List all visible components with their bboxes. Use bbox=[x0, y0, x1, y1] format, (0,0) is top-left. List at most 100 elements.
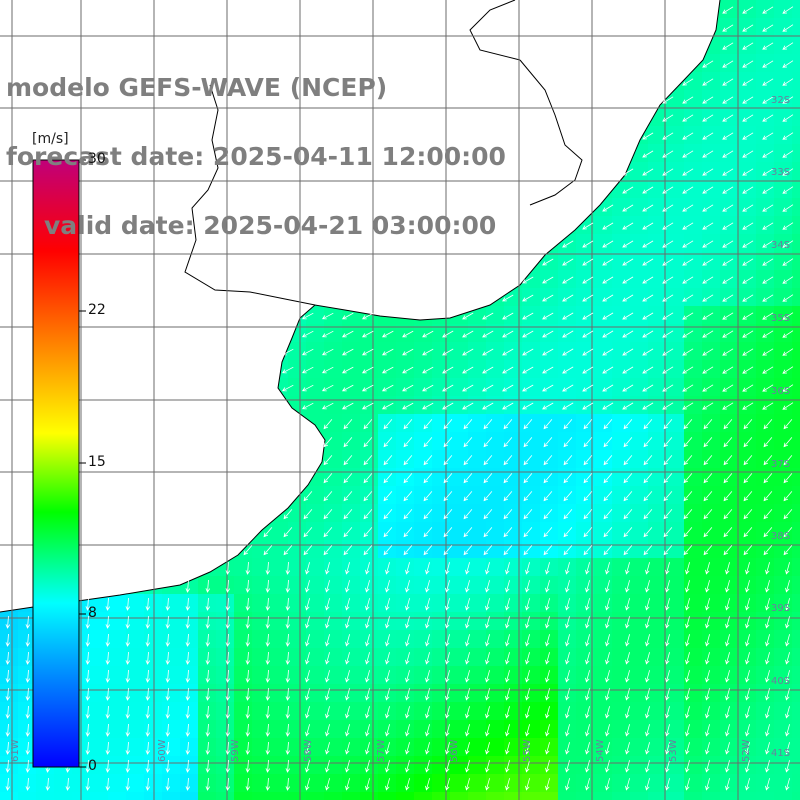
wind-arrow bbox=[465, 778, 470, 791]
wind-arrow bbox=[145, 597, 151, 611]
speed-cell bbox=[144, 612, 162, 630]
speed-cell bbox=[666, 396, 684, 414]
speed-cell bbox=[648, 396, 666, 414]
speed-cell bbox=[486, 522, 504, 540]
speed-cell bbox=[792, 414, 800, 432]
wind-arrow bbox=[602, 294, 614, 302]
wind-arrow bbox=[383, 473, 393, 484]
wind-arrow bbox=[125, 633, 131, 647]
wind-arrow bbox=[205, 651, 211, 665]
wind-arrow bbox=[585, 760, 590, 773]
wind-arrow bbox=[125, 777, 131, 791]
wind-arrow bbox=[425, 562, 430, 575]
wind-arrow bbox=[743, 545, 753, 556]
speed-cell bbox=[738, 774, 756, 792]
wind-arrow bbox=[545, 580, 550, 593]
wind-arrow bbox=[662, 330, 674, 338]
wind-arrow bbox=[445, 724, 450, 737]
wind-arrow bbox=[245, 633, 251, 647]
wind-arrow bbox=[722, 294, 734, 302]
speed-cell bbox=[612, 792, 630, 800]
wind-arrow bbox=[483, 545, 493, 556]
speed-cell bbox=[486, 306, 504, 324]
speed-cell bbox=[630, 648, 648, 666]
speed-cell bbox=[684, 540, 702, 558]
speed-cell bbox=[630, 522, 648, 540]
speed-cell bbox=[612, 504, 630, 522]
wind-arrow bbox=[745, 562, 750, 575]
speed-cell bbox=[342, 378, 360, 396]
speed-cell bbox=[198, 756, 216, 774]
speed-cell bbox=[252, 720, 270, 738]
wind-arrow bbox=[245, 759, 251, 773]
speed-cell bbox=[738, 450, 756, 468]
speed-cell bbox=[216, 774, 234, 792]
wind-arrow bbox=[525, 652, 530, 665]
wind-arrow bbox=[343, 545, 353, 556]
wind-arrow bbox=[703, 527, 713, 538]
speed-cell bbox=[306, 684, 324, 702]
wind-arrow bbox=[465, 742, 470, 755]
wind-arrow bbox=[685, 634, 690, 647]
speed-cell bbox=[576, 396, 594, 414]
wind-arrow bbox=[722, 24, 734, 32]
wind-arrow bbox=[765, 634, 770, 647]
speed-cell bbox=[450, 486, 468, 504]
speed-cell bbox=[324, 486, 342, 504]
wind-arrow bbox=[325, 688, 330, 701]
wind-arrow bbox=[482, 312, 494, 320]
speed-cell bbox=[648, 666, 666, 684]
wind-arrow bbox=[365, 562, 370, 575]
wind-arrow bbox=[782, 330, 794, 338]
wind-arrow bbox=[763, 527, 773, 538]
wind-arrow bbox=[785, 706, 790, 719]
wind-arrow bbox=[605, 616, 610, 629]
speed-cell bbox=[666, 738, 684, 756]
wind-arrow bbox=[422, 384, 434, 392]
speed-cell bbox=[180, 594, 198, 612]
wind-arrow bbox=[225, 579, 231, 593]
wind-arrow bbox=[283, 509, 293, 520]
wind-arrow bbox=[303, 545, 313, 556]
speed-cell bbox=[216, 648, 234, 666]
wind-arrow bbox=[585, 670, 590, 683]
speed-cell bbox=[594, 378, 612, 396]
speed-cell bbox=[360, 702, 378, 720]
wind-arrow bbox=[745, 688, 750, 701]
speed-cell bbox=[666, 486, 684, 504]
speed-cell bbox=[612, 360, 630, 378]
speed-cell bbox=[738, 702, 756, 720]
speed-cell bbox=[270, 558, 288, 576]
wind-arrow bbox=[463, 491, 473, 502]
wind-arrow bbox=[685, 652, 690, 665]
wind-arrow bbox=[623, 509, 633, 520]
wind-arrow bbox=[682, 150, 694, 158]
speed-cell bbox=[252, 792, 270, 800]
wind-arrow bbox=[582, 366, 594, 374]
speed-cell bbox=[180, 648, 198, 666]
speed-cell bbox=[774, 198, 792, 216]
wind-arrow bbox=[725, 562, 730, 575]
speed-cell bbox=[756, 540, 774, 558]
speed-cell bbox=[90, 612, 108, 630]
speed-cell bbox=[738, 378, 756, 396]
speed-cell bbox=[450, 630, 468, 648]
speed-cell bbox=[288, 630, 306, 648]
speed-cell bbox=[306, 576, 324, 594]
speed-cell bbox=[270, 630, 288, 648]
wind-arrow bbox=[323, 509, 333, 520]
speed-cell bbox=[630, 342, 648, 360]
wind-arrow bbox=[625, 670, 630, 683]
speed-cell bbox=[612, 270, 630, 288]
wind-arrow bbox=[125, 723, 131, 737]
wind-arrow bbox=[165, 651, 171, 665]
wind-arrow bbox=[625, 706, 630, 719]
speed-cell bbox=[306, 306, 324, 324]
lat-label-40s: 40S bbox=[771, 676, 791, 687]
speed-cell bbox=[396, 738, 414, 756]
speed-cell bbox=[648, 360, 666, 378]
speed-cell bbox=[630, 486, 648, 504]
speed-cell bbox=[396, 414, 414, 432]
speed-cell bbox=[468, 558, 486, 576]
speed-cell bbox=[558, 414, 576, 432]
